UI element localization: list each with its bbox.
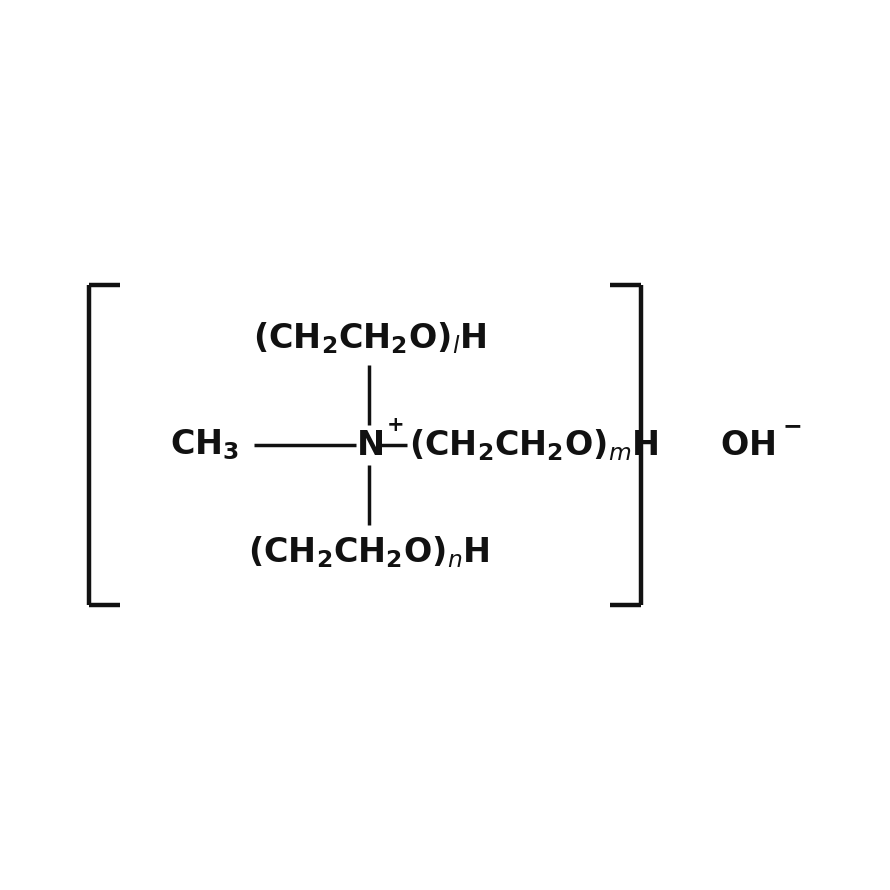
Text: $\mathbf{(CH_2CH_2O)_{\it{n}}H}$: $\mathbf{(CH_2CH_2O)_{\it{n}}H}$: [248, 534, 490, 570]
Text: $\mathbf{-}$: $\mathbf{-}$: [782, 414, 802, 437]
Text: $\mathbf{+}$: $\mathbf{+}$: [385, 416, 403, 435]
Text: $\mathbf{N}$: $\mathbf{N}$: [356, 428, 383, 462]
Text: $\mathbf{(CH_2CH_2O)_{\it{m}}H}$: $\mathbf{(CH_2CH_2O)_{\it{m}}H}$: [409, 427, 659, 463]
Text: $\mathbf{CH_3}$: $\mathbf{CH_3}$: [170, 428, 239, 462]
Text: $\mathbf{OH}$: $\mathbf{OH}$: [720, 428, 775, 462]
Text: $\mathbf{(CH_2CH_2O)_{\it{l}}H}$: $\mathbf{(CH_2CH_2O)_{\it{l}}H}$: [253, 320, 486, 356]
